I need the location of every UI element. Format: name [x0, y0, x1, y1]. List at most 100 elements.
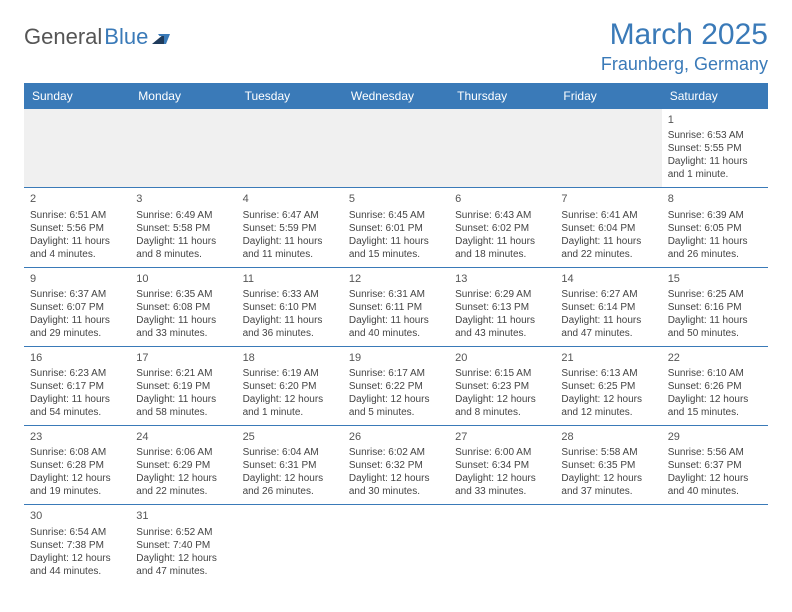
- sunset-text: Sunset: 6:16 PM: [668, 301, 762, 314]
- sunset-text: Sunset: 6:11 PM: [349, 301, 443, 314]
- sunrise-text: Sunrise: 6:37 AM: [30, 288, 124, 301]
- sunrise-text: Sunrise: 6:10 AM: [668, 367, 762, 380]
- day-cell: 27Sunrise: 6:00 AMSunset: 6:34 PMDayligh…: [449, 426, 555, 505]
- day-cell: 2 Sunrise: 6:51 AMSunset: 5:56 PMDaylight…: [24, 188, 130, 267]
- daylight-text: Daylight: 12 hours and 5 minutes.: [349, 393, 443, 419]
- weekday-header: Monday: [130, 83, 236, 109]
- sunrise-text: Sunrise: 6:51 AM: [30, 209, 124, 222]
- day-cell: 22Sunrise: 6:10 AMSunset: 6:26 PMDayligh…: [662, 346, 768, 425]
- sunrise-text: Sunrise: 6:35 AM: [136, 288, 230, 301]
- day-cell: 21Sunrise: 6:13 AMSunset: 6:25 PMDayligh…: [555, 346, 661, 425]
- daylight-text: Daylight: 11 hours and 58 minutes.: [136, 393, 230, 419]
- sunset-text: Sunset: 6:19 PM: [136, 380, 230, 393]
- sunset-text: Sunset: 6:08 PM: [136, 301, 230, 314]
- day-cell: 26Sunrise: 6:02 AMSunset: 6:32 PMDayligh…: [343, 426, 449, 505]
- sunrise-text: Sunrise: 6:29 AM: [455, 288, 549, 301]
- sunrise-text: Sunrise: 6:31 AM: [349, 288, 443, 301]
- weekday-header: Saturday: [662, 83, 768, 109]
- day-cell: 8Sunrise: 6:39 AMSunset: 6:05 PMDaylight…: [662, 188, 768, 267]
- sunset-text: Sunset: 6:14 PM: [561, 301, 655, 314]
- month-title: March 2025: [601, 18, 768, 52]
- sunrise-text: Sunrise: 6:15 AM: [455, 367, 549, 380]
- day-number: 28: [561, 430, 655, 444]
- daylight-text: Daylight: 11 hours and 4 minutes.: [30, 235, 124, 261]
- sunrise-text: Sunrise: 6:39 AM: [668, 209, 762, 222]
- daylight-text: Daylight: 11 hours and 26 minutes.: [668, 235, 762, 261]
- calendar-row: 16Sunrise: 6:23 AMSunset: 6:17 PMDayligh…: [24, 346, 768, 425]
- sunrise-text: Sunrise: 6:08 AM: [30, 446, 124, 459]
- logo-text-general: General: [24, 24, 102, 50]
- day-number: 25: [243, 430, 337, 444]
- daylight-text: Daylight: 11 hours and 50 minutes.: [668, 314, 762, 340]
- logo-flag-icon: [152, 28, 174, 46]
- day-number: 12: [349, 272, 443, 286]
- daylight-text: Daylight: 12 hours and 15 minutes.: [668, 393, 762, 419]
- day-number: 1: [668, 113, 762, 127]
- daylight-text: Daylight: 11 hours and 47 minutes.: [561, 314, 655, 340]
- sunset-text: Sunset: 6:22 PM: [349, 380, 443, 393]
- calendar-row: 23Sunrise: 6:08 AMSunset: 6:28 PMDayligh…: [24, 426, 768, 505]
- logo: GeneralBlue: [24, 18, 174, 50]
- weekday-header: Tuesday: [237, 83, 343, 109]
- day-cell: 14Sunrise: 6:27 AMSunset: 6:14 PMDayligh…: [555, 267, 661, 346]
- day-cell: 6Sunrise: 6:43 AMSunset: 6:02 PMDaylight…: [449, 188, 555, 267]
- sunrise-text: Sunrise: 6:45 AM: [349, 209, 443, 222]
- sunset-text: Sunset: 6:20 PM: [243, 380, 337, 393]
- day-cell: 12Sunrise: 6:31 AMSunset: 6:11 PMDayligh…: [343, 267, 449, 346]
- sunset-text: Sunset: 6:37 PM: [668, 459, 762, 472]
- daylight-text: Daylight: 12 hours and 37 minutes.: [561, 472, 655, 498]
- weekday-header: Thursday: [449, 83, 555, 109]
- sunrise-text: Sunrise: 5:58 AM: [561, 446, 655, 459]
- day-cell: 17Sunrise: 6:21 AMSunset: 6:19 PMDayligh…: [130, 346, 236, 425]
- empty-cell: [343, 505, 449, 584]
- weekday-header-row: Sunday Monday Tuesday Wednesday Thursday…: [24, 83, 768, 109]
- daylight-text: Daylight: 11 hours and 11 minutes.: [243, 235, 337, 261]
- calendar-body: 1Sunrise: 6:53 AMSunset: 5:55 PMDaylight…: [24, 109, 768, 584]
- daylight-text: Daylight: 12 hours and 30 minutes.: [349, 472, 443, 498]
- day-number: 18: [243, 351, 337, 365]
- sunset-text: Sunset: 5:56 PM: [30, 222, 124, 235]
- empty-cell: [24, 109, 130, 188]
- day-cell: 11Sunrise: 6:33 AMSunset: 6:10 PMDayligh…: [237, 267, 343, 346]
- day-number: 4: [243, 192, 337, 206]
- sunrise-text: Sunrise: 6:47 AM: [243, 209, 337, 222]
- sunrise-text: Sunrise: 6:49 AM: [136, 209, 230, 222]
- day-number: 2: [30, 192, 124, 206]
- day-number: 26: [349, 430, 443, 444]
- day-cell: 1Sunrise: 6:53 AMSunset: 5:55 PMDaylight…: [662, 109, 768, 188]
- daylight-text: Daylight: 11 hours and 18 minutes.: [455, 235, 549, 261]
- day-cell: 16Sunrise: 6:23 AMSunset: 6:17 PMDayligh…: [24, 346, 130, 425]
- daylight-text: Daylight: 11 hours and 43 minutes.: [455, 314, 549, 340]
- sunset-text: Sunset: 7:40 PM: [136, 539, 230, 552]
- sunset-text: Sunset: 6:32 PM: [349, 459, 443, 472]
- sunset-text: Sunset: 6:34 PM: [455, 459, 549, 472]
- empty-cell: [555, 109, 661, 188]
- sunset-text: Sunset: 6:01 PM: [349, 222, 443, 235]
- calendar-row: 2Sunrise: 6:51 AMSunset: 5:56 PMDaylight…: [24, 188, 768, 267]
- logo-text-blue: Blue: [104, 24, 148, 50]
- daylight-text: Daylight: 11 hours and 29 minutes.: [30, 314, 124, 340]
- sunset-text: Sunset: 6:29 PM: [136, 459, 230, 472]
- location: Fraunberg, Germany: [601, 54, 768, 75]
- empty-cell: [449, 109, 555, 188]
- sunset-text: Sunset: 5:55 PM: [668, 142, 762, 155]
- day-number: 21: [561, 351, 655, 365]
- day-cell: 23Sunrise: 6:08 AMSunset: 6:28 PMDayligh…: [24, 426, 130, 505]
- calendar-row: 30Sunrise: 6:54 AMSunset: 7:38 PMDayligh…: [24, 505, 768, 584]
- daylight-text: Daylight: 11 hours and 54 minutes.: [30, 393, 124, 419]
- sunset-text: Sunset: 6:31 PM: [243, 459, 337, 472]
- empty-cell: [449, 505, 555, 584]
- day-cell: 9Sunrise: 6:37 AMSunset: 6:07 PMDaylight…: [24, 267, 130, 346]
- day-cell: 18Sunrise: 6:19 AMSunset: 6:20 PMDayligh…: [237, 346, 343, 425]
- weekday-header: Sunday: [24, 83, 130, 109]
- day-number: 19: [349, 351, 443, 365]
- day-cell: 15Sunrise: 6:25 AMSunset: 6:16 PMDayligh…: [662, 267, 768, 346]
- sunrise-text: Sunrise: 6:17 AM: [349, 367, 443, 380]
- day-cell: 31Sunrise: 6:52 AMSunset: 7:40 PMDayligh…: [130, 505, 236, 584]
- sunrise-text: Sunrise: 6:00 AM: [455, 446, 549, 459]
- day-number: 5: [349, 192, 443, 206]
- daylight-text: Daylight: 12 hours and 26 minutes.: [243, 472, 337, 498]
- empty-cell: [130, 109, 236, 188]
- day-cell: 19 Sunrise: 6:17 AMSunset: 6:22 PMDayligh…: [343, 346, 449, 425]
- sunrise-text: Sunrise: 6:33 AM: [243, 288, 337, 301]
